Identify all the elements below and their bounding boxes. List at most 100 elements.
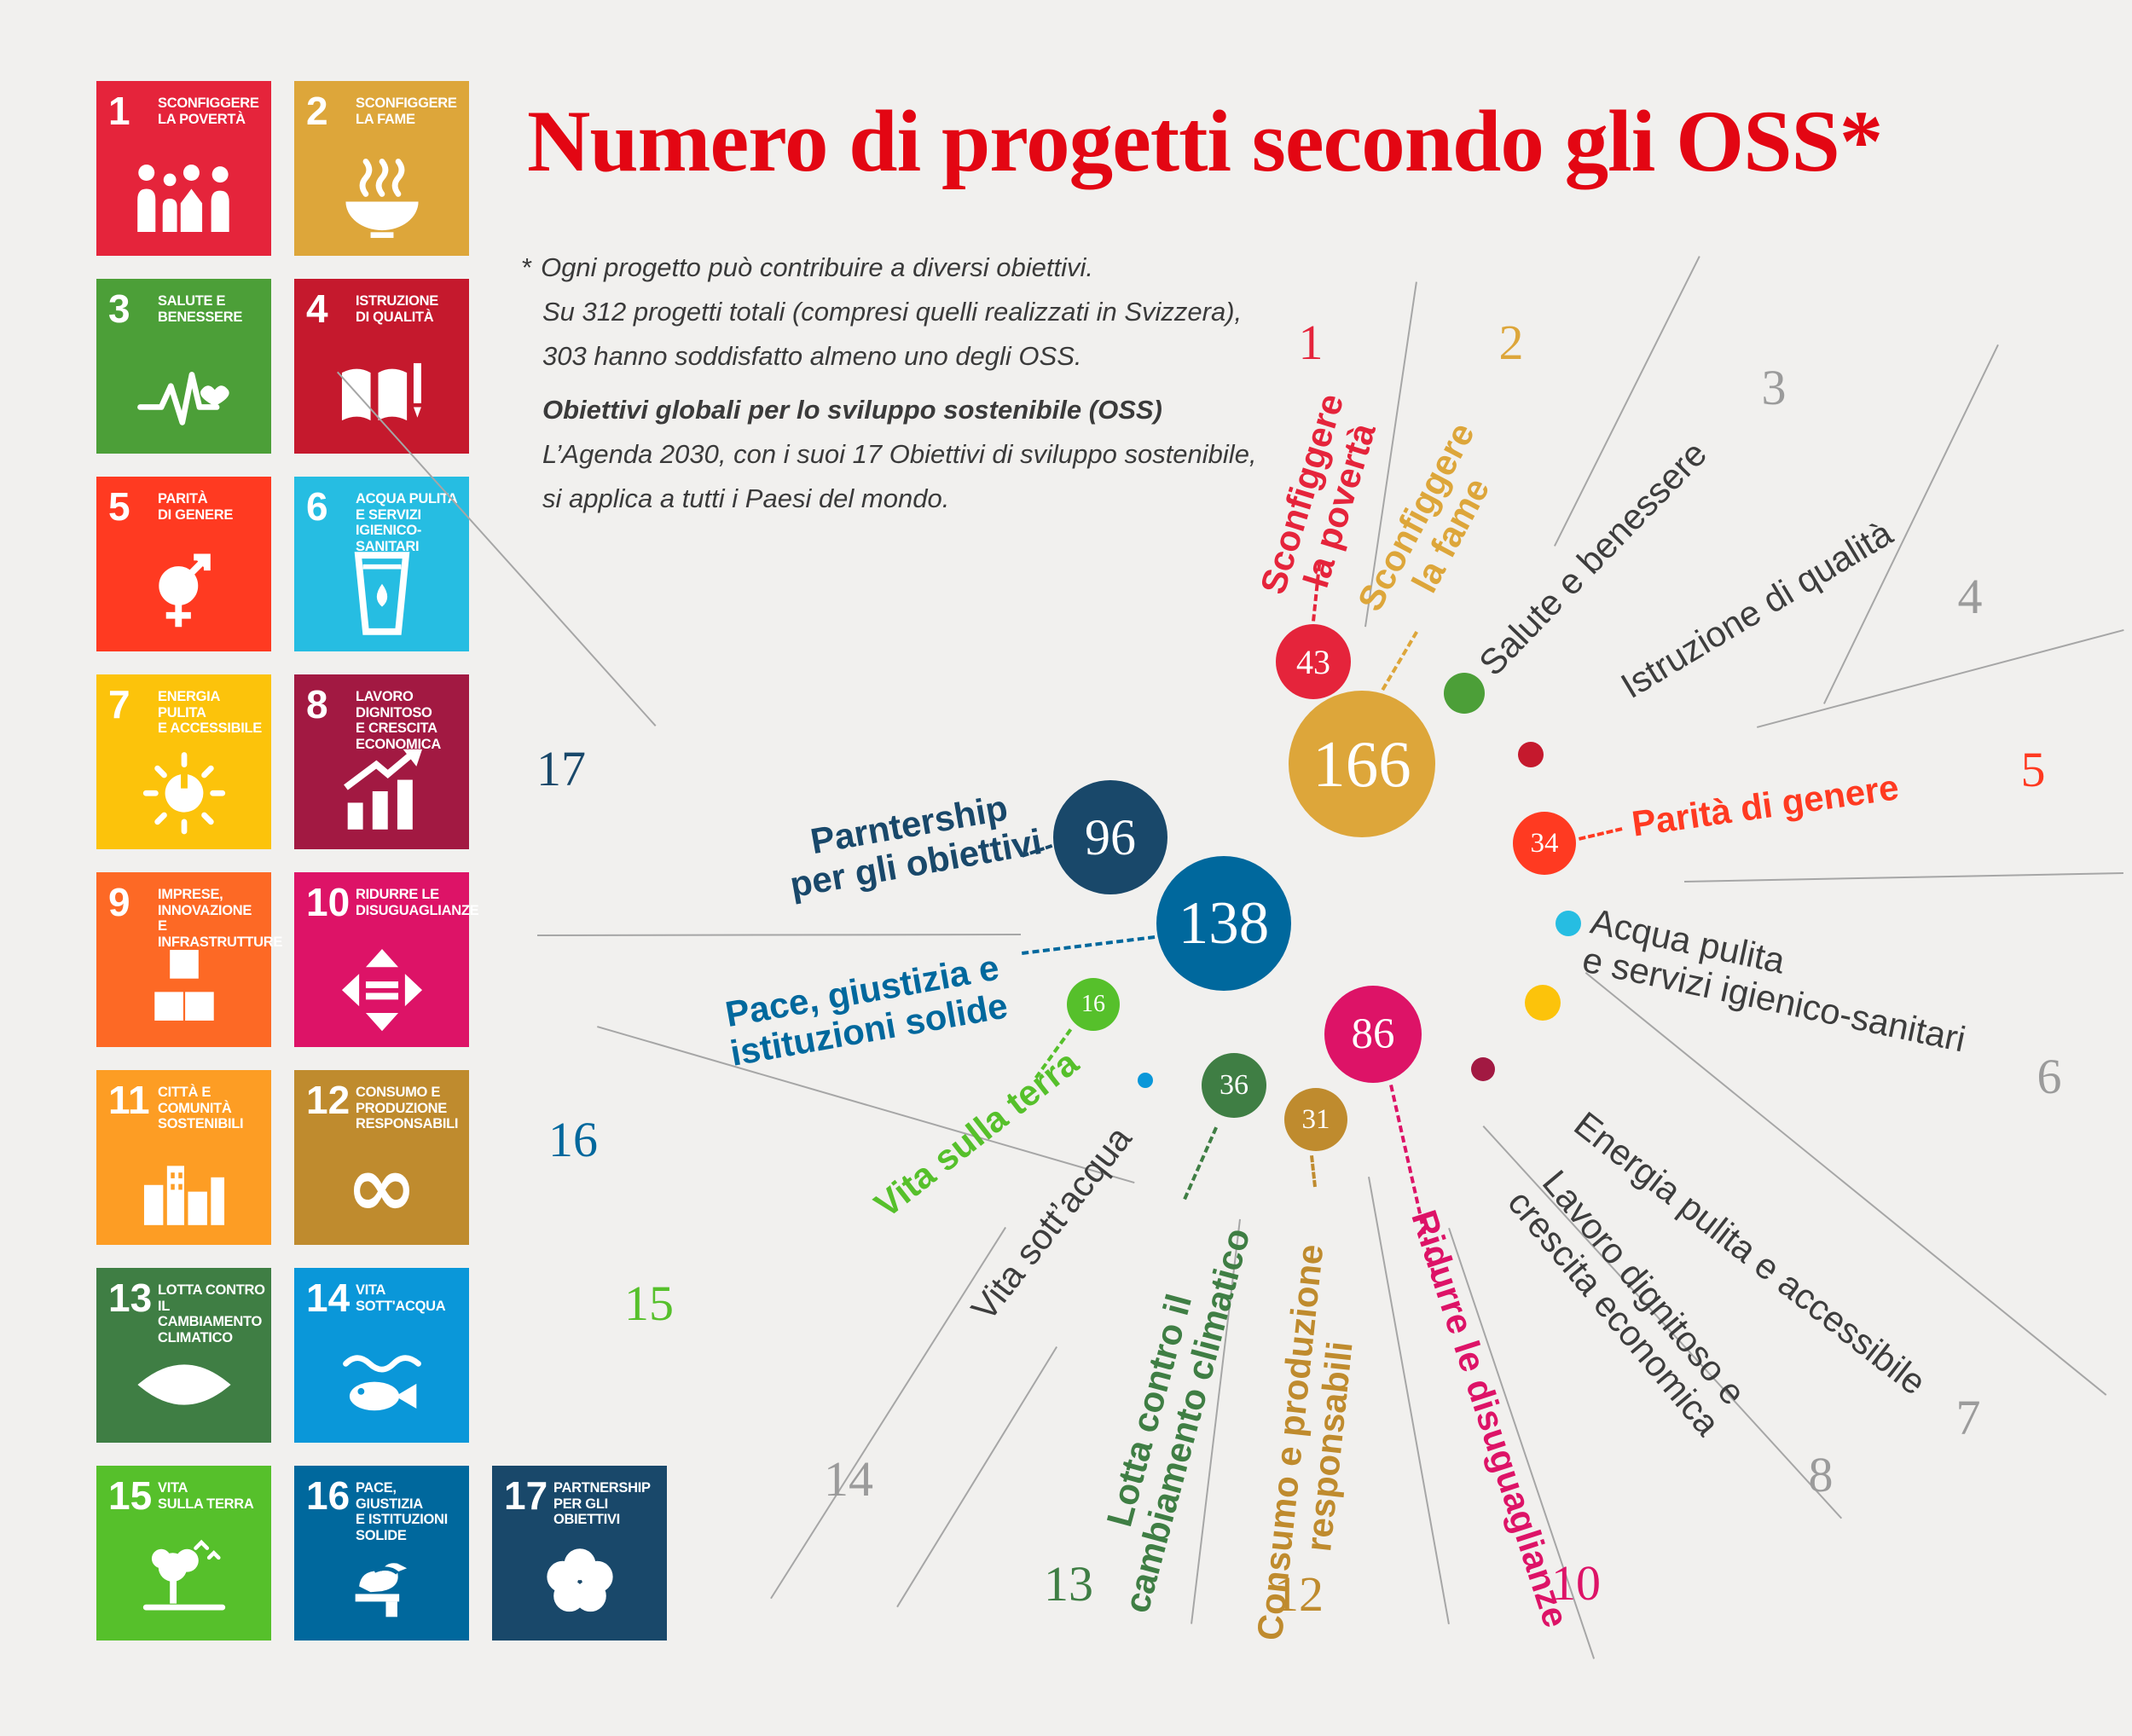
page-title: Numero di progetti secondo gli OSS* <box>527 93 1883 190</box>
growth-icon <box>294 736 469 846</box>
sdg-tile-number: 9 <box>108 880 130 924</box>
sdg-tile-number: 12 <box>306 1078 351 1122</box>
climate-eye-icon <box>96 1329 271 1439</box>
dot-goal-7 <box>1525 985 1561 1021</box>
goal-number-1: 1 <box>1298 315 1324 370</box>
book-icon <box>294 340 469 450</box>
sdg-tile-label: ISTRUZIONE DI QUALITÀ <box>356 293 438 325</box>
sdg-tile-label: SALUTE E BENESSERE <box>158 293 243 325</box>
dot-goal-4 <box>1518 742 1544 767</box>
bubble-goal-5-value: 34 <box>1513 812 1576 875</box>
goal-number-6: 6 <box>2036 1049 2062 1104</box>
sdg-tile-label: PARITÀ DI GENERE <box>158 491 234 523</box>
gender-icon <box>96 538 271 648</box>
asterisk-marker: * <box>522 252 533 282</box>
sdg-tile-label: PACE, GIUSTIZIA E ISTITUZIONI SOLIDE <box>356 1480 448 1543</box>
goal-label-5: Parità di genere <box>1629 767 1902 844</box>
oss-info-line-2: si applica a tutti i Paesi del mondo. <box>542 483 950 513</box>
sdg-tile-number: 14 <box>306 1276 351 1320</box>
sdg-tile-number: 3 <box>108 286 130 331</box>
sdg-tile-number: 5 <box>108 484 130 529</box>
sdg-tile-number: 13 <box>108 1276 153 1320</box>
sdg-tile-12: 12 CONSUMO E PRODUZIONE RESPONSABILI ∞ <box>294 1070 469 1245</box>
goal-label-13: Lotta contro il cambiamento climatico <box>1098 1224 1258 1617</box>
sdg-tile-label: VITA SULLA TERRA <box>158 1480 254 1512</box>
city-icon <box>96 1131 271 1241</box>
sdg-tile-label: IMPRESE, INNOVAZIONE E INFRASTRUTTURE <box>158 887 283 950</box>
sdg-tile-label: CONSUMO E PRODUZIONE RESPONSABILI <box>356 1085 459 1131</box>
sector-divider-line-4 <box>1823 344 1999 704</box>
sdg-tile-label: SCONFIGGERE LA FAME <box>356 95 457 127</box>
bowl-icon <box>294 142 469 252</box>
goal-label-6: Acqua pulita e servizi igienico-sanitari <box>1579 900 1969 1060</box>
heartbeat-icon <box>96 340 271 450</box>
sdg-tile-number: 6 <box>306 484 328 529</box>
goal-label-8: Lavoro dignitoso e crescita economica <box>1500 1162 1754 1444</box>
goal-number-8: 8 <box>1808 1447 1834 1502</box>
sdg-tile-number: 8 <box>306 682 328 726</box>
footnote-line-3: 303 hanno soddisfatto almeno uno degli O… <box>542 341 1082 371</box>
equality-icon <box>294 934 469 1044</box>
sdg-tile-8: 8 LAVORO DIGNITOSO E CRESCITA ECONOMICA <box>294 674 469 849</box>
bubble-goal-16-value: 138 <box>1156 856 1291 991</box>
sdg-tile-label: ACQUA PULITA E SERVIZI IGIENICO-SANITARI <box>356 491 458 554</box>
family-icon <box>96 142 271 252</box>
goal-label-17: Parntership per gli obiettivi <box>786 787 1046 906</box>
goal-number-2: 2 <box>1498 315 1524 370</box>
footnote-line-1: * Ogni progetto può contribuire a diversi… <box>522 252 1093 282</box>
sdg-tile-7: 7 ENERGIA PULITA E ACCESSIBILE <box>96 674 271 849</box>
goal-number-13: 13 <box>1044 1556 1093 1612</box>
dot-goal-14 <box>1138 1073 1153 1088</box>
sdg-tile-label: ENERGIA PULITA E ACCESSIBILE <box>158 689 263 736</box>
goal-label-10: Ridurre le disuguaglianze <box>1404 1205 1577 1633</box>
bubble-goal-2-value: 166 <box>1289 691 1435 837</box>
goal-number-3: 3 <box>1761 360 1787 415</box>
dashed-connector-goal-16 <box>1022 935 1156 955</box>
goal-number-10: 10 <box>1551 1555 1601 1611</box>
sdg-tile-16: 16 PACE, GIUSTIZIA E ISTITUZIONI SOLIDE <box>294 1466 469 1641</box>
cubes-icon <box>96 934 271 1044</box>
sdg-tile-5: 5 PARITÀ DI GENERE <box>96 477 271 651</box>
sector-divider-line-12 <box>896 1345 1057 1607</box>
bubble-goal-13-value: 36 <box>1202 1053 1266 1118</box>
infinity-icon: ∞ <box>345 1136 418 1236</box>
sdg-tile-label: LOTTA CONTRO IL CAMBIAMENTO CLIMATICO <box>158 1282 265 1345</box>
sdg-tile-2: 2 SCONFIGGERE LA FAME <box>294 81 469 256</box>
dove-icon <box>294 1527 469 1637</box>
goal-number-7: 7 <box>1955 1390 1981 1445</box>
sdg-tile-number: 15 <box>108 1473 153 1518</box>
sdg-tile-6: 6 ACQUA PULITA E SERVIZI IGIENICO-SANITARI <box>294 477 469 651</box>
sdg-tile-label: SCONFIGGERE LA POVERTÀ <box>158 95 259 127</box>
sdg-tile-number: 16 <box>306 1473 351 1518</box>
sdg-tile-9: 9 IMPRESE, INNOVAZIONE E INFRASTRUTTURE <box>96 872 283 1047</box>
sdg-tile-label: PARTNERSHIP PER GLI OBIETTIVI <box>553 1480 651 1527</box>
goal-number-5: 5 <box>2020 742 2046 797</box>
sdg-tile-1: 1 SCONFIGGERE LA POVERTÀ <box>96 81 271 256</box>
sector-divider-line-13 <box>770 1226 1006 1599</box>
goal-label-12: Consumo e produzione responsabili <box>1248 1242 1360 1643</box>
footnote: * Ogni progetto può contribuire a diversi… <box>522 246 1242 379</box>
goal-label-4: Istruzione di qualità <box>1613 512 1899 706</box>
dashed-connector-goal-2 <box>1381 630 1418 691</box>
sdg-tile-number: 10 <box>306 880 351 924</box>
bubble-goal-12-value: 31 <box>1284 1088 1347 1151</box>
sdg-tile-14: 14 VITA SOTT'ACQUA <box>294 1268 469 1443</box>
oss-info-heading: Obiettivi globali per lo sviluppo sosten… <box>542 395 1162 425</box>
goal-number-16: 16 <box>548 1112 598 1167</box>
sdg-tile-label: LAVORO DIGNITOSO E CRESCITA ECONOMICA <box>356 689 441 752</box>
sector-divider-line-6 <box>1684 872 2124 882</box>
sdg-tile-4: 4 ISTRUZIONE DI QUALITÀ <box>294 279 469 454</box>
sdg-tile-label: VITA SOTT'ACQUA <box>356 1282 446 1314</box>
dashed-connector-goal-13 <box>1183 1126 1218 1200</box>
sdg-tile-11: 11 CITTÀ E COMUNITÀ SOSTENIBILI <box>96 1070 271 1245</box>
sun-energy-icon <box>96 736 271 846</box>
water-icon <box>294 538 469 648</box>
sdg-tile-number: 11 <box>108 1078 150 1122</box>
sdg-tile-15: 15 VITA SULLA TERRA <box>96 1466 271 1641</box>
sdg-tile-13: 13 LOTTA CONTRO IL CAMBIAMENTO CLIMATICO <box>96 1268 271 1443</box>
sdg-tile-number: 7 <box>108 682 130 726</box>
bubble-goal-1-value: 43 <box>1276 624 1351 699</box>
dot-goal-8 <box>1471 1057 1495 1081</box>
goal-number-17: 17 <box>536 741 586 796</box>
goal-number-4: 4 <box>1957 569 1983 624</box>
